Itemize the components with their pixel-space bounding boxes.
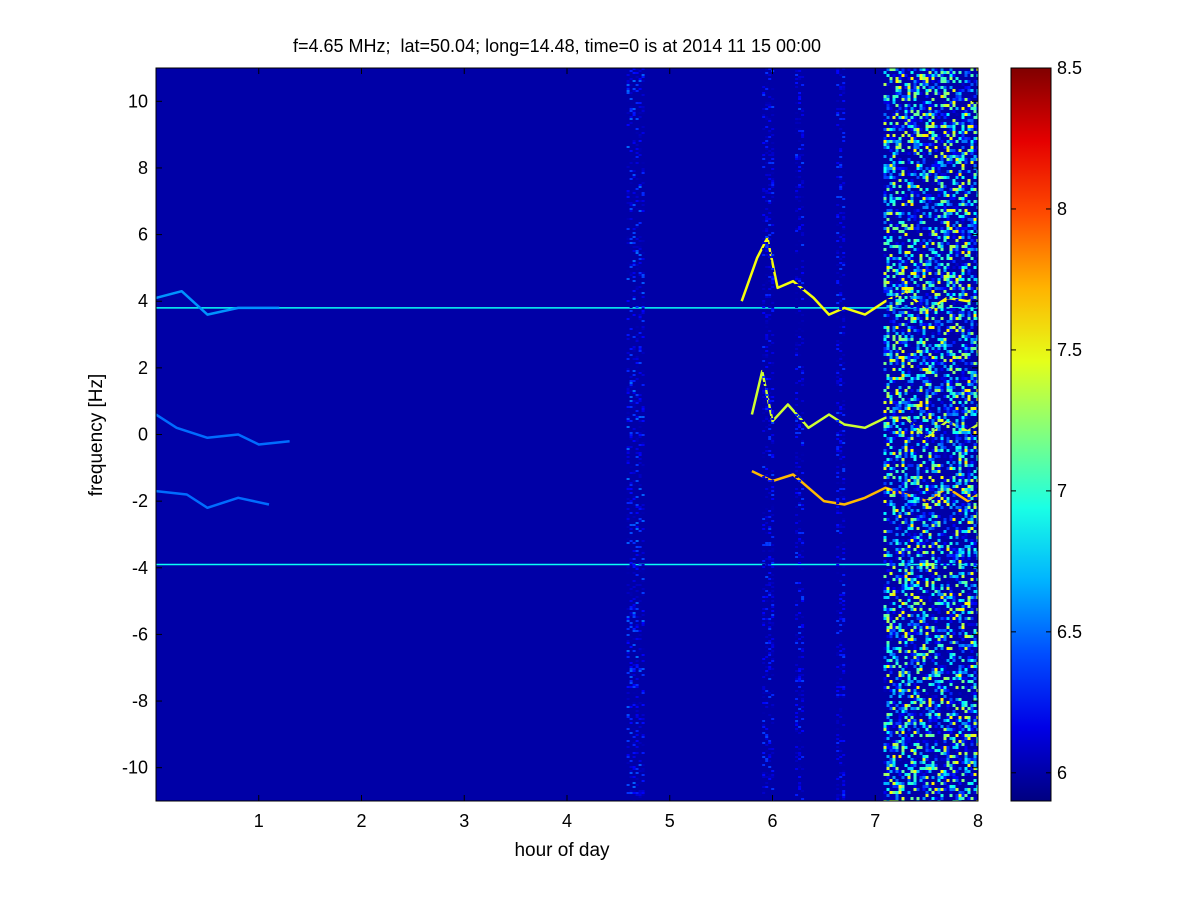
y-tick-label: 8 [138,158,148,178]
x-tick-label: 1 [254,811,264,831]
x-tick-label: 7 [870,811,880,831]
doppler-trace [156,289,280,316]
colorbar-tick-label: 7 [1057,481,1067,501]
y-axis-label: frequency [Hz] [86,374,107,497]
y-tick-label: 10 [128,91,148,111]
x-axis-label: hour of day [514,840,610,861]
vertical-band [626,68,645,801]
y-tick-label: -4 [132,558,148,578]
plot-area: 1 2 3 4 5 6 7 8 -10 -8 -6 -4 -2 0 2 4 6 8 10 [122,67,983,831]
y-tick-label: -2 [132,491,148,511]
colorbar-tick-label: 6.5 [1057,622,1082,642]
y-tick-label: 2 [138,358,148,378]
doppler-trace [750,369,978,440]
x-tick-label: 2 [356,811,366,831]
colorbar-gradient [1010,67,1052,802]
colorbar-tick-label: 6 [1057,763,1067,783]
doppler-trace [156,489,270,510]
vertical-band [762,68,775,801]
doppler-trace [740,236,978,316]
colorbar-ticks: 6 6.5 7 7.5 8 8.5 [1011,58,1082,783]
y-tick-label: -8 [132,691,148,711]
y-tick-label: -6 [132,624,148,644]
vertical-band [795,70,805,800]
colorbar-tick-label: 8.5 [1057,58,1082,78]
noise-band [883,68,978,801]
x-tick-label: 5 [665,811,675,831]
doppler-trace [156,413,290,446]
y-tick-label: 4 [138,291,148,311]
vertical-band [836,68,846,801]
chart-title: f=4.65 MHz; lat=50.04; long=14.48, time=… [293,36,821,56]
x-axis: 1 2 3 4 5 6 7 8 [254,68,983,831]
y-tick-label: 0 [138,425,148,445]
y-tick-label: -10 [122,758,148,778]
x-tick-label: 8 [973,811,983,831]
colorbar-tick-label: 8 [1057,199,1067,219]
x-tick-label: 3 [459,811,469,831]
colorbar: 6 6.5 7 7.5 8 8.5 [1010,58,1082,802]
y-tick-label: 6 [138,225,148,245]
heatmap-layer [156,68,978,801]
plot-background [156,68,978,801]
colorbar-tick-label: 7.5 [1057,340,1082,360]
x-tick-label: 4 [562,811,572,831]
x-tick-label: 6 [767,811,777,831]
y-axis: -10 -8 -6 -4 -2 0 2 4 6 8 10 [122,91,978,778]
